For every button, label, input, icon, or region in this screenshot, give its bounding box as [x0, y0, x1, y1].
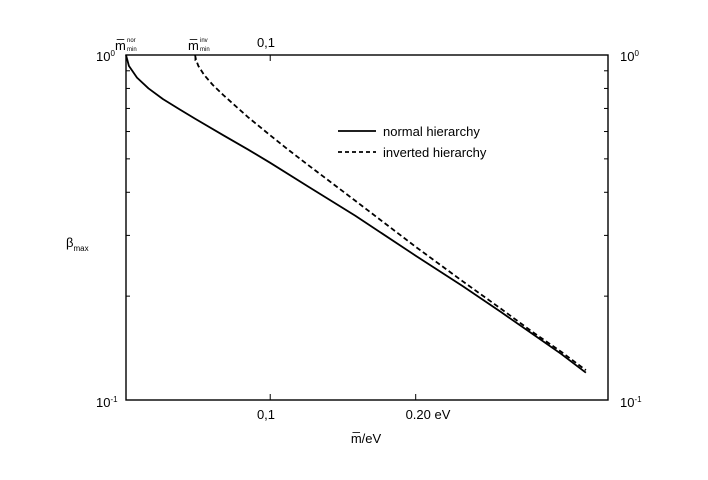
bottom-tick-label-0-20: 0.20 eV	[406, 407, 451, 422]
minor-ticks	[126, 70, 608, 297]
legend-label-normal: normal hierarchy	[383, 124, 480, 139]
svg-text:m̅: m̅	[188, 38, 199, 53]
x-axis-label: m̅/eV	[351, 431, 382, 446]
series-layer	[125, 54, 587, 374]
y-axis-label: βmax	[66, 235, 89, 253]
plot-frame	[125, 54, 609, 401]
y-tick-label-top-left: 100	[96, 49, 115, 64]
y-tick-label-bottom-left: 10-1	[96, 395, 118, 410]
top-tick-label-m-min-inv: m̅ inv min	[188, 38, 210, 53]
y-tick-label-top-right: 100	[620, 49, 639, 64]
y-tick-label-bottom-right: 10-1	[620, 395, 642, 410]
legend-label-inverted: inverted hierarchy	[383, 145, 487, 160]
top-tick-label-0-1: 0,1	[257, 35, 275, 50]
series-line-inverted	[194, 54, 587, 371]
legend: normal hierarchy inverted hierarchy	[338, 124, 487, 160]
top-tick-label-m-min-nor: m̅ nor min	[115, 38, 137, 53]
svg-text:min: min	[127, 47, 137, 53]
svg-text:min: min	[200, 47, 210, 53]
svg-text:m̅: m̅	[115, 38, 126, 53]
svg-text:nor: nor	[127, 38, 136, 44]
svg-text:inv: inv	[200, 38, 208, 44]
bottom-tick-label-0-1: 0,1	[257, 407, 275, 422]
series-line-normal	[125, 54, 587, 374]
